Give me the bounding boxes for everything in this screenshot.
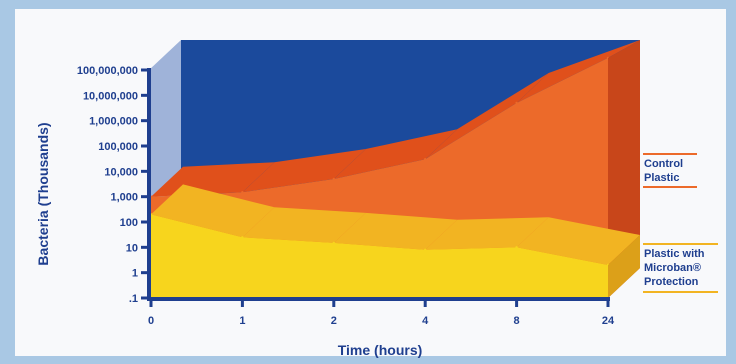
y-axis-title: Bacteria (Thousands) (35, 122, 51, 265)
x-axis: 0 1 2 4 8 24 (147, 297, 615, 327)
microban-surface-segment (151, 184, 275, 238)
microban-point-4 (424, 248, 427, 251)
microban-surface-segment (242, 207, 366, 243)
legend-microban: Plastic with Microban® Protection (643, 243, 718, 293)
y-tick-label: 100,000,000 (77, 65, 138, 77)
y-tick-label: 1,000 (110, 192, 138, 204)
microban-surface-segment (333, 212, 458, 250)
y-axis: .1 1 10 100 1,000 10,000 100,000 1,000,000 10,00… (77, 65, 151, 305)
microban-point-2 (332, 241, 335, 245)
microban-front-face (151, 214, 608, 298)
legend-microban-text-2: Microban® (644, 262, 701, 274)
control-plastic-point-8 (515, 101, 518, 105)
microban-point-1 (241, 236, 244, 239)
x-tick-label: 1 (239, 315, 245, 327)
x-tick-label: 4 (422, 315, 429, 327)
microban-surface-segment (516, 217, 640, 265)
y-tick-label: 10,000 (104, 166, 138, 178)
legend-control-text-1: Control (644, 158, 683, 170)
legend-control-text-2: Plastic (644, 172, 679, 184)
y-tick-label: 100 (120, 217, 138, 229)
legend-control-plastic: Control Plastic (643, 153, 697, 188)
y-tick-label: .1 (129, 293, 138, 305)
x-axis-title: Time (hours) (338, 342, 423, 358)
x-tick-label: 2 (331, 315, 337, 327)
legend-microban-text-1: Plastic with (644, 248, 705, 260)
legend-microban-text-3: Protection (644, 276, 699, 288)
microban-point-8 (515, 246, 518, 249)
control-plastic-surface-segment (242, 149, 366, 193)
y-tick-label: 10 (126, 242, 138, 254)
y-tick-label: 1 (132, 268, 138, 280)
microban-layer (149, 184, 640, 298)
microban-end-face (608, 235, 640, 298)
control-plastic-surface-segment (516, 40, 640, 103)
y-tick-label: 10,000,000 (83, 90, 138, 102)
microban-surface-segment (425, 217, 549, 250)
control-plastic-point-1 (241, 191, 244, 194)
x-tick-label: 8 (514, 315, 520, 327)
x-tick-label: 24 (602, 315, 615, 327)
control-plastic-surface-segment (333, 129, 458, 179)
y-tick-label: 100,000 (98, 141, 138, 153)
y-tick-label: 1,000,000 (89, 116, 138, 128)
x-tick-label: 0 (148, 315, 154, 327)
control-plastic-surface-segment (425, 73, 549, 160)
control-plastic-point-4 (424, 158, 427, 161)
control-plastic-point-2 (332, 177, 335, 181)
